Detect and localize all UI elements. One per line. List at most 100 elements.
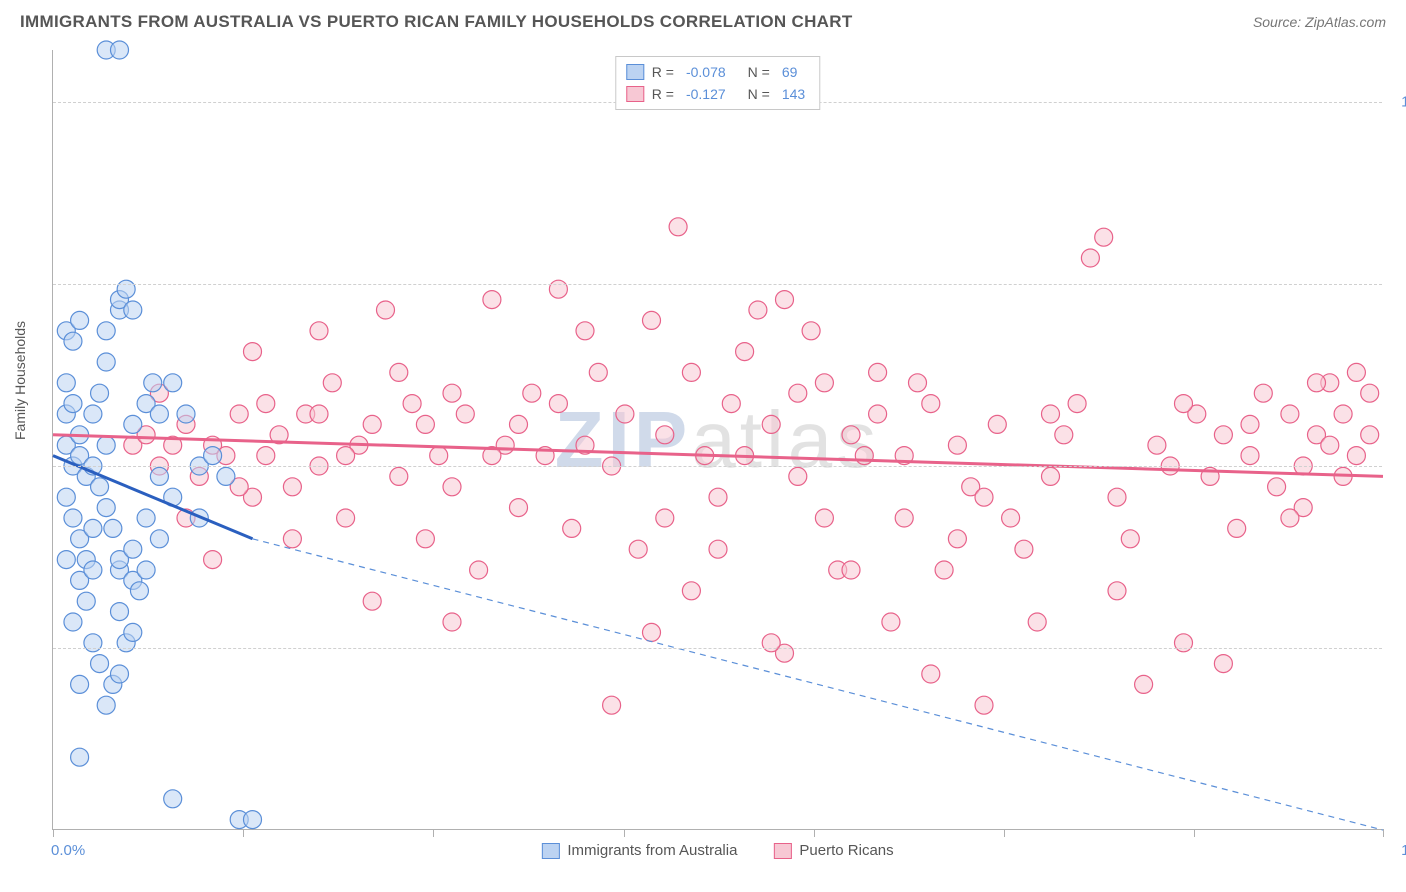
data-point [84, 519, 102, 537]
data-point [390, 467, 408, 485]
data-point [71, 748, 89, 766]
data-point [71, 311, 89, 329]
data-point [470, 561, 488, 579]
swatch-puerto-rican-icon [626, 86, 644, 102]
data-point [1081, 249, 1099, 267]
data-point [363, 592, 381, 610]
data-point [97, 696, 115, 714]
data-point [97, 322, 115, 340]
stats-legend: R =-0.078 N =69 R =-0.127 N =143 [615, 56, 820, 110]
data-point [510, 415, 528, 433]
data-point [736, 343, 754, 361]
trend-line [253, 539, 1384, 830]
legend-item-puerto-rican: Puerto Ricans [773, 842, 893, 859]
data-point [975, 488, 993, 506]
data-point [1281, 509, 1299, 527]
data-point [57, 374, 75, 392]
data-point [111, 603, 129, 621]
data-point [310, 322, 328, 340]
data-point [204, 551, 222, 569]
data-point [84, 634, 102, 652]
x-min-label: 0.0% [51, 842, 85, 859]
x-tick [433, 829, 434, 837]
data-point [137, 561, 155, 579]
data-point [1321, 436, 1339, 454]
scatter-svg [53, 50, 1382, 829]
data-point [377, 301, 395, 319]
data-point [869, 405, 887, 423]
data-point [64, 332, 82, 350]
data-point [722, 395, 740, 413]
x-tick [243, 829, 244, 837]
data-point [656, 426, 674, 444]
data-point [1175, 395, 1193, 413]
data-point [1334, 405, 1352, 423]
data-point [337, 509, 355, 527]
data-point [124, 540, 142, 558]
data-point [1002, 509, 1020, 527]
data-point [97, 436, 115, 454]
data-point [204, 447, 222, 465]
gridline [53, 284, 1382, 285]
data-point [855, 447, 873, 465]
data-point [1175, 634, 1193, 652]
data-point [230, 405, 248, 423]
data-point [682, 582, 700, 600]
trend-line [53, 435, 1383, 477]
x-max-label: 100.0% [1388, 842, 1406, 859]
data-point [948, 436, 966, 454]
data-point [244, 343, 262, 361]
data-point [323, 374, 341, 392]
legend-label: Puerto Ricans [799, 842, 893, 859]
data-point [137, 509, 155, 527]
data-point [922, 665, 940, 683]
data-point [1015, 540, 1033, 558]
data-point [1361, 426, 1379, 444]
data-point [1108, 488, 1126, 506]
data-point [1148, 436, 1166, 454]
data-point [64, 395, 82, 413]
data-point [150, 530, 168, 548]
data-point [337, 447, 355, 465]
data-point [629, 540, 647, 558]
data-point [776, 291, 794, 309]
data-point [1042, 467, 1060, 485]
data-point [117, 280, 135, 298]
data-point [124, 301, 142, 319]
data-point [71, 675, 89, 693]
data-point [390, 363, 408, 381]
data-point [84, 561, 102, 579]
data-point [1068, 395, 1086, 413]
swatch-australia-icon [626, 64, 644, 80]
data-point [948, 530, 966, 548]
data-point [164, 374, 182, 392]
data-point [64, 613, 82, 631]
data-point [656, 509, 674, 527]
data-point [789, 467, 807, 485]
data-point [549, 280, 567, 298]
data-point [988, 415, 1006, 433]
x-tick [1194, 829, 1195, 837]
x-tick [624, 829, 625, 837]
data-point [283, 478, 301, 496]
data-point [1361, 384, 1379, 402]
data-point [130, 582, 148, 600]
data-point [1308, 374, 1326, 392]
data-point [909, 374, 927, 392]
data-point [1268, 478, 1286, 496]
data-point [91, 384, 109, 402]
data-point [84, 405, 102, 423]
data-point [1135, 675, 1153, 693]
data-point [842, 561, 860, 579]
x-tick [1383, 829, 1384, 837]
data-point [1347, 447, 1365, 465]
data-point [762, 415, 780, 433]
legend-label: Immigrants from Australia [567, 842, 737, 859]
data-point [603, 696, 621, 714]
data-point [922, 395, 940, 413]
data-point [576, 322, 594, 340]
chart-title: IMMIGRANTS FROM AUSTRALIA VS PUERTO RICA… [20, 12, 853, 32]
data-point [403, 395, 421, 413]
data-point [124, 415, 142, 433]
data-point [111, 41, 129, 59]
